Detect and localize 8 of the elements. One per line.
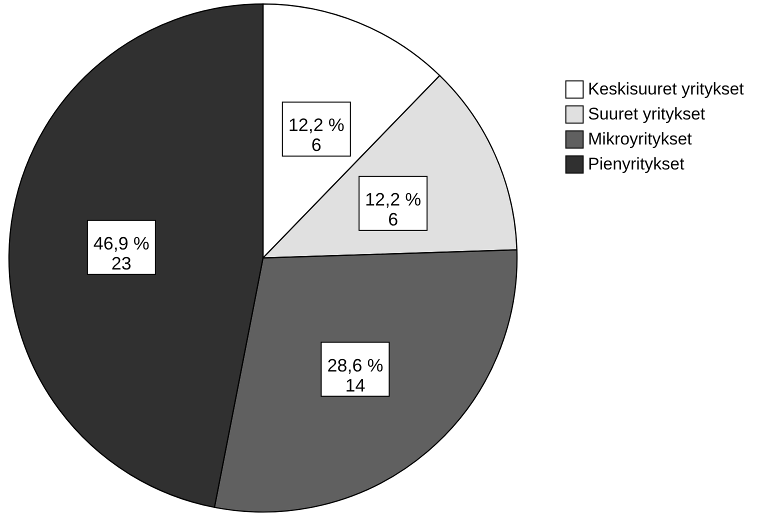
- legend-label: Pienyritykset: [588, 154, 685, 174]
- data-label: 12,2 % 6: [288, 115, 344, 156]
- legend-label: Mikroyritykset: [588, 130, 692, 148]
- legend-label: Suuret yritykset: [588, 104, 706, 124]
- legend-label: Keskisuuret yritykset: [588, 80, 744, 98]
- data-label: 28,6 % 14: [327, 355, 384, 396]
- data-label: 12,2 % 6: [365, 189, 422, 230]
- data-label: 46,9 % 23: [93, 233, 150, 274]
